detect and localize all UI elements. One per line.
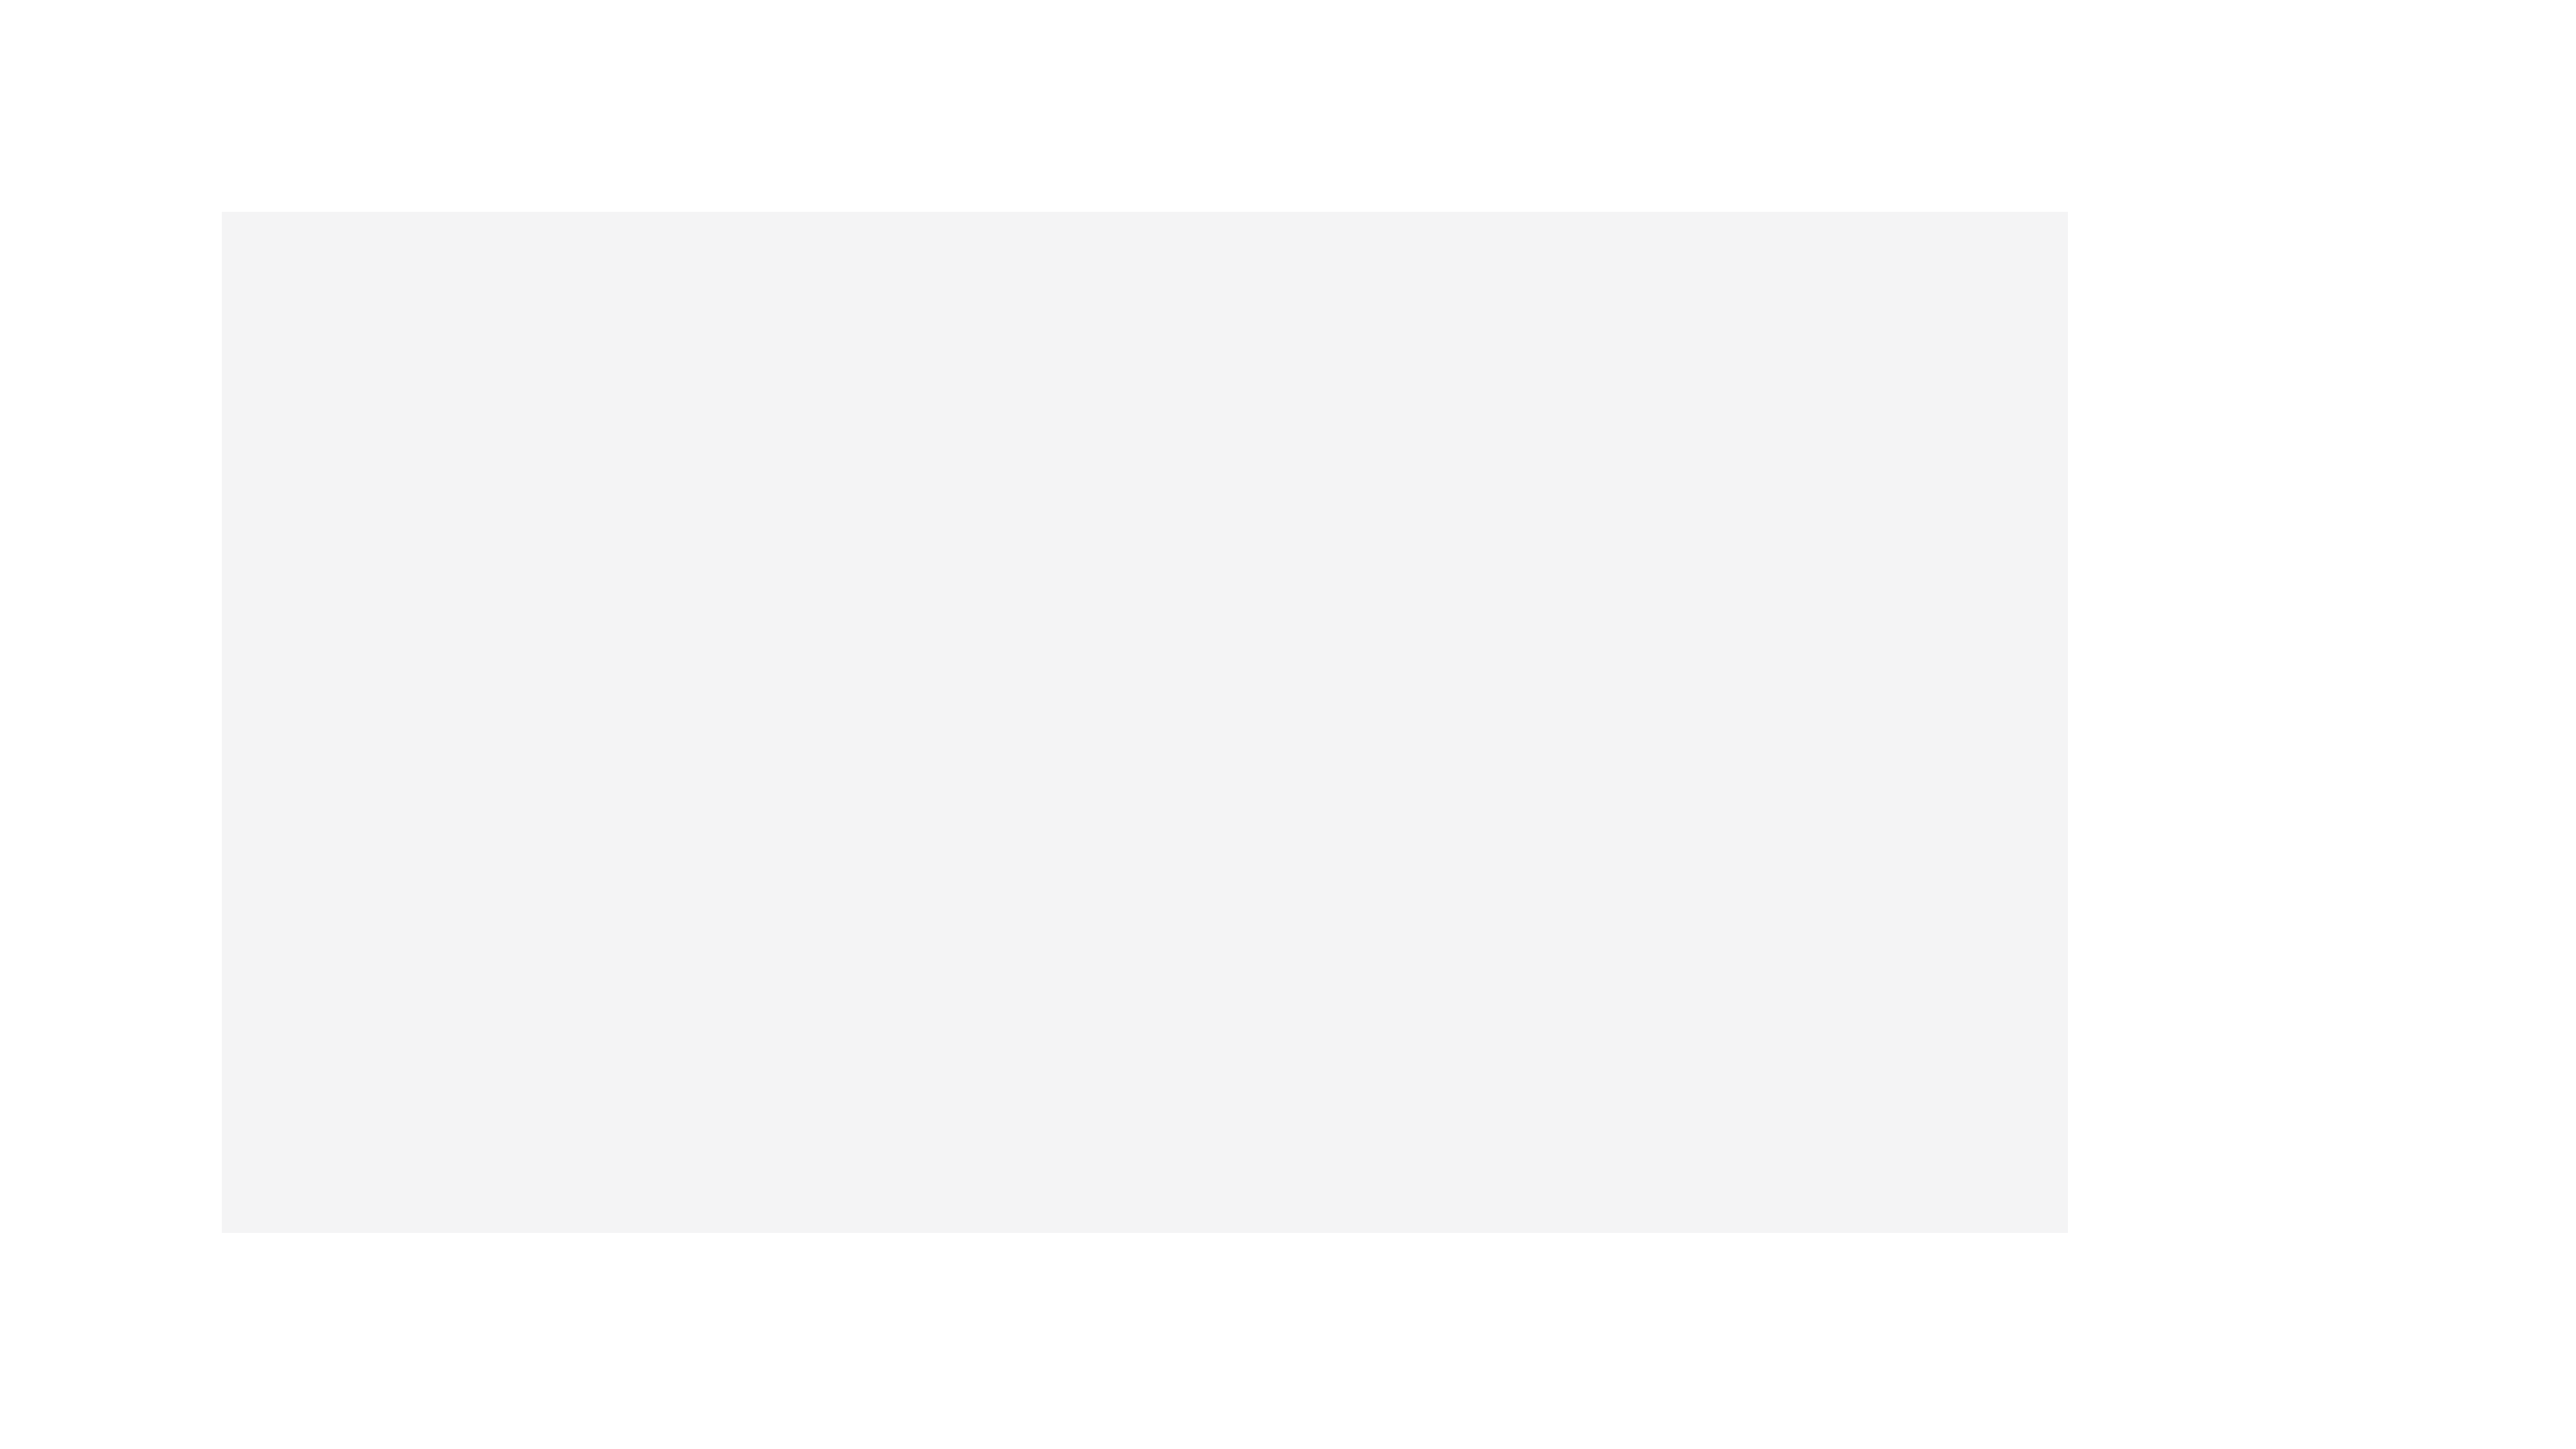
plot-background: [222, 212, 2068, 1233]
